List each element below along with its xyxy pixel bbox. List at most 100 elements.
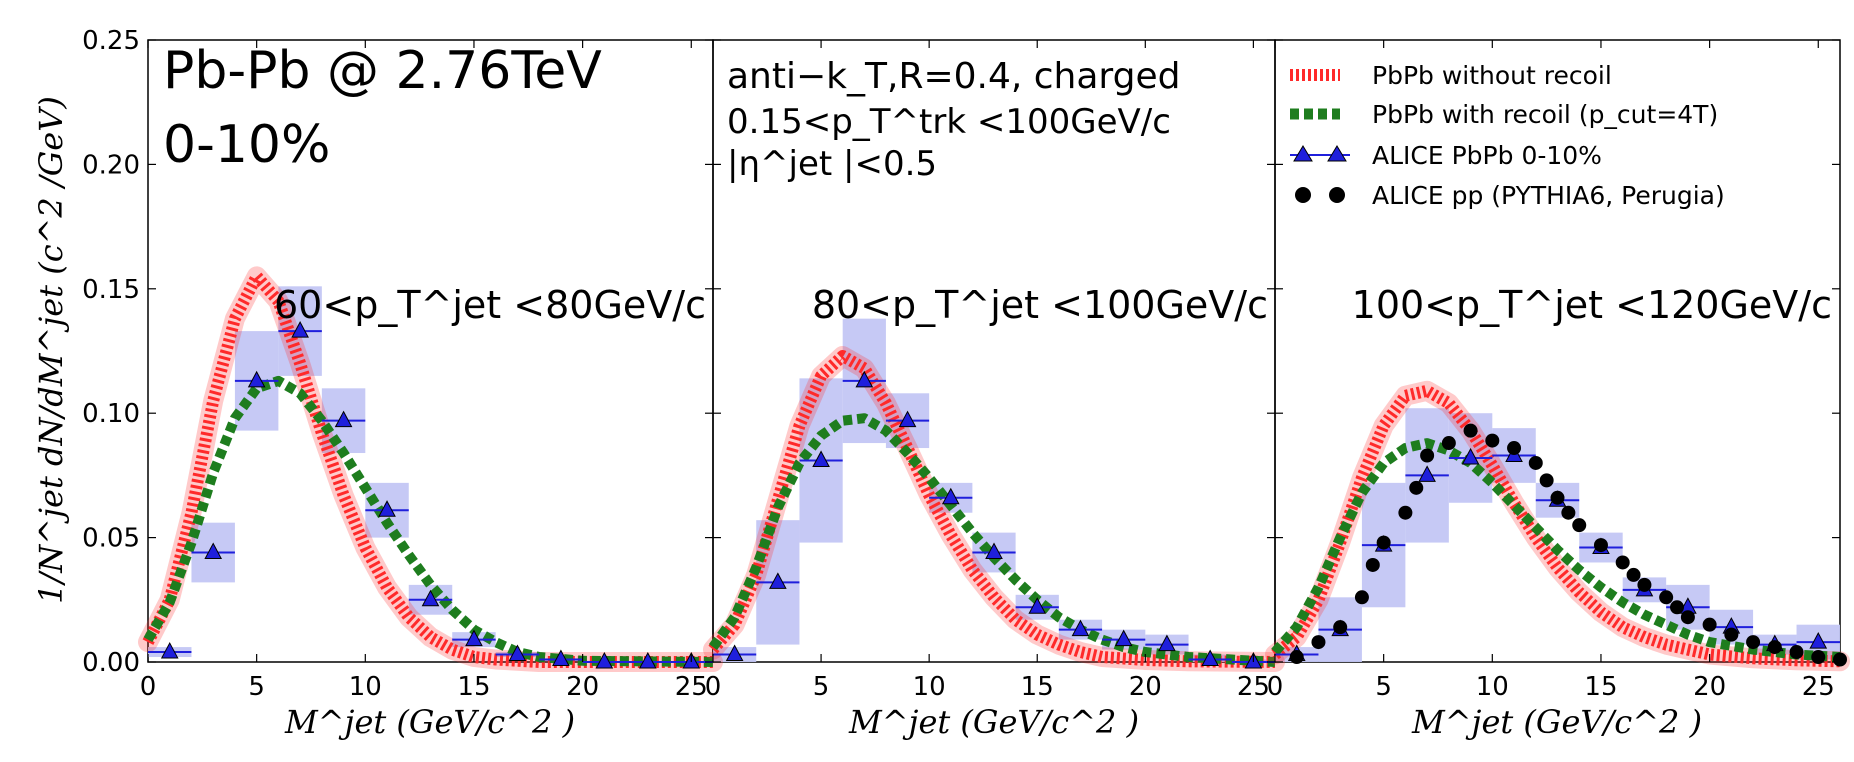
legend-label-green: PbPb with recoil (p_cut=4T) <box>1372 100 1718 129</box>
x-tick-label: 0 <box>705 672 722 702</box>
pp-point <box>1550 490 1565 505</box>
alice-point <box>160 641 179 659</box>
x-tick-label: 10 <box>913 672 946 702</box>
x-axis-title-1: M^jet (GeV/c^2 ) <box>284 703 575 741</box>
legend-marker-alice-1 <box>1293 145 1313 162</box>
x-tick-label: 10 <box>1476 672 1509 702</box>
alice-point <box>334 410 353 428</box>
panel-frame-3 <box>1274 39 1841 663</box>
x-axis-title-3: M^jet (GeV/c^2 ) <box>1411 703 1702 741</box>
alice-point <box>421 589 440 607</box>
alice-point <box>725 644 744 662</box>
model-curves-layer <box>138 266 1850 672</box>
pp-point <box>1702 617 1717 632</box>
alice-point <box>1071 619 1090 637</box>
alice-point <box>378 500 396 517</box>
pp-point <box>1539 473 1554 488</box>
legend-label-red: PbPb without recoil <box>1372 61 1612 90</box>
x-tick-label: 15 <box>1584 672 1617 702</box>
legend-marker-pp-2 <box>1329 187 1345 203</box>
legend-label-pp: ALICE pp (PYTHIA6, Perugia) <box>1372 181 1725 210</box>
panel-2-pt-label: 80<p_T^jet <100GeV/c <box>812 283 1268 327</box>
alice-point <box>1158 634 1176 652</box>
pp-point <box>1333 620 1348 635</box>
pp-point <box>1398 505 1413 520</box>
pp-point <box>1746 635 1761 650</box>
x-tick-label: 20 <box>1693 672 1726 702</box>
x-tick-label: 5 <box>813 672 830 702</box>
alice-point <box>508 644 527 662</box>
pp-point <box>1680 610 1695 625</box>
alice-point <box>595 651 614 669</box>
alice-point <box>1114 629 1133 647</box>
alice-point <box>898 410 917 428</box>
pp-point <box>1789 645 1804 660</box>
legend-marker-pp-1 <box>1295 187 1311 203</box>
y-tick-label: 0.10 <box>82 399 140 429</box>
pp-point <box>1463 423 1478 438</box>
x-tick-label: 25 <box>1802 672 1835 702</box>
curve-without-recoil <box>708 350 1276 668</box>
pp-point <box>1615 555 1630 570</box>
pp-point <box>1724 627 1739 642</box>
alice-point <box>1418 465 1436 482</box>
tick-labels-layer: 0.000.050.100.150.200.250 5 10 15 20 250 5 10 15… <box>82 26 1835 702</box>
tick-marks-layer <box>147 39 1840 663</box>
curve-with-recoil <box>143 375 714 667</box>
pp-point <box>1637 577 1652 592</box>
x-axis-title-2: M^jet (GeV/c^2 ) <box>848 703 1139 741</box>
pp-point <box>1593 538 1608 553</box>
pp-point <box>1365 557 1380 572</box>
pp-point <box>1561 505 1576 520</box>
pp-point <box>1485 433 1500 448</box>
alice-point <box>552 649 570 667</box>
alice-point <box>1201 649 1219 667</box>
y-tick-label: 0.15 <box>82 275 140 305</box>
jet-definition-label: anti−k_T,R=0.4, charged <box>727 56 1180 97</box>
alice-point <box>247 370 266 388</box>
alice-point <box>1028 597 1047 614</box>
pp-point <box>1767 640 1782 655</box>
y-tick-label: 0.25 <box>82 26 140 56</box>
alice-point <box>855 370 874 388</box>
system-title: Pb-Pb @ 2.76TeV <box>163 41 602 101</box>
y-tick-label: 0.00 <box>82 648 140 678</box>
pp-point <box>1572 518 1587 533</box>
pp-point <box>1354 590 1369 605</box>
alice-point <box>769 572 787 589</box>
alice-point <box>638 651 657 669</box>
pp-point <box>1376 535 1391 550</box>
alice-point <box>941 487 960 505</box>
x-tick-label: 15 <box>1021 672 1054 702</box>
curve-with-recoil <box>708 413 1276 667</box>
x-tick-label: 5 <box>1375 672 1392 702</box>
alice-point <box>204 542 223 560</box>
legend-marker-alice-2 <box>1327 145 1347 162</box>
x-tick-label: 20 <box>566 672 599 702</box>
x-tick-label: 0 <box>1267 672 1284 702</box>
alice-point <box>985 542 1003 560</box>
panel-3-pt-label: 100<p_T^jet <120GeV/c <box>1352 283 1832 327</box>
pp-point <box>1420 448 1435 463</box>
x-tick-label: 15 <box>457 672 490 702</box>
pp-point <box>1670 600 1685 615</box>
alice-point <box>291 321 309 338</box>
pp-point <box>1507 441 1522 456</box>
pp-point <box>1659 590 1674 605</box>
alice-point <box>812 450 830 467</box>
x-tick-label: 5 <box>248 672 265 702</box>
pp-point <box>1441 436 1456 451</box>
pp-point <box>1528 455 1543 470</box>
legend: PbPb without recoil PbPb with recoil (p_… <box>1290 61 1725 210</box>
pp-point <box>1626 567 1641 582</box>
alice-point <box>465 629 483 647</box>
alice-point <box>1809 632 1828 649</box>
curve-with-recoil <box>1271 438 1841 662</box>
x-tick-label: 10 <box>349 672 382 702</box>
y-axis-title: 1/N^jet dN/dM^jet (c^2 /GeV) <box>32 96 70 604</box>
x-tick-label: 25 <box>675 672 708 702</box>
data-points-layer <box>148 321 1847 669</box>
panel-1-pt-label: 60<p_T^jet <80GeV/c <box>274 283 706 327</box>
centrality-label: 0-10% <box>163 115 330 175</box>
